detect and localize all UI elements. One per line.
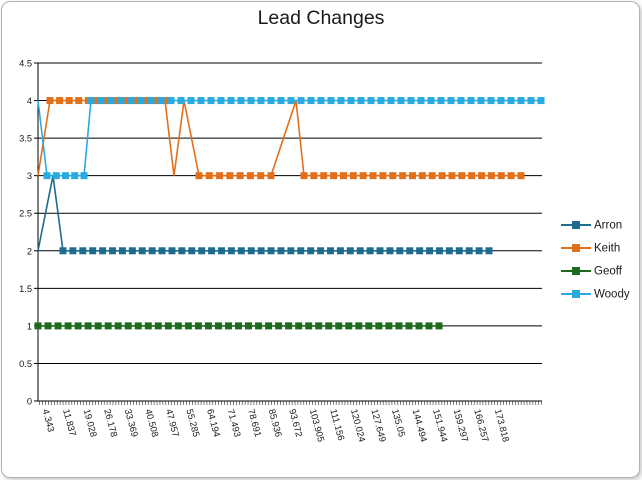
svg-text:4.5: 4.5	[19, 59, 32, 69]
svg-text:11.837: 11.837	[61, 408, 78, 437]
svg-text:0: 0	[27, 397, 32, 407]
svg-text:26.178: 26.178	[102, 408, 119, 438]
svg-text:1: 1	[27, 321, 32, 331]
svg-text:Geoff: Geoff	[594, 266, 623, 278]
svg-text:Keith: Keith	[594, 243, 620, 255]
svg-text:0.5: 0.5	[19, 359, 32, 369]
svg-text:Woody: Woody	[594, 289, 630, 301]
svg-text:40.508: 40.508	[143, 408, 160, 438]
svg-text:173.818: 173.818	[493, 408, 511, 443]
svg-text:120.024: 120.024	[349, 408, 367, 443]
svg-text:4.343: 4.343	[41, 408, 57, 433]
svg-text:166.257: 166.257	[472, 408, 490, 443]
svg-text:135.05: 135.05	[390, 408, 407, 438]
svg-text:1.5: 1.5	[19, 284, 32, 294]
svg-text:47.957: 47.957	[164, 408, 181, 438]
svg-text:111.156: 111.156	[328, 408, 346, 442]
svg-text:4: 4	[27, 96, 32, 106]
svg-text:159.297: 159.297	[452, 408, 470, 443]
svg-text:2: 2	[27, 246, 32, 256]
svg-text:33.369: 33.369	[123, 408, 140, 438]
svg-text:151.944: 151.944	[431, 408, 449, 443]
svg-text:144.494: 144.494	[411, 408, 429, 443]
svg-text:19.028: 19.028	[82, 408, 99, 438]
svg-text:71.493: 71.493	[226, 408, 243, 438]
svg-text:103.905: 103.905	[308, 408, 326, 443]
svg-text:78.691: 78.691	[246, 408, 263, 438]
svg-text:2.5: 2.5	[19, 209, 32, 219]
svg-text:127.649: 127.649	[369, 408, 387, 443]
svg-text:64.194: 64.194	[205, 408, 222, 438]
svg-text:85.936: 85.936	[267, 408, 284, 438]
svg-text:3.5: 3.5	[19, 134, 32, 144]
svg-text:3: 3	[27, 171, 32, 181]
svg-text:Arron: Arron	[594, 220, 622, 232]
svg-text:55.285: 55.285	[184, 408, 201, 438]
svg-text:93.672: 93.672	[287, 408, 304, 438]
